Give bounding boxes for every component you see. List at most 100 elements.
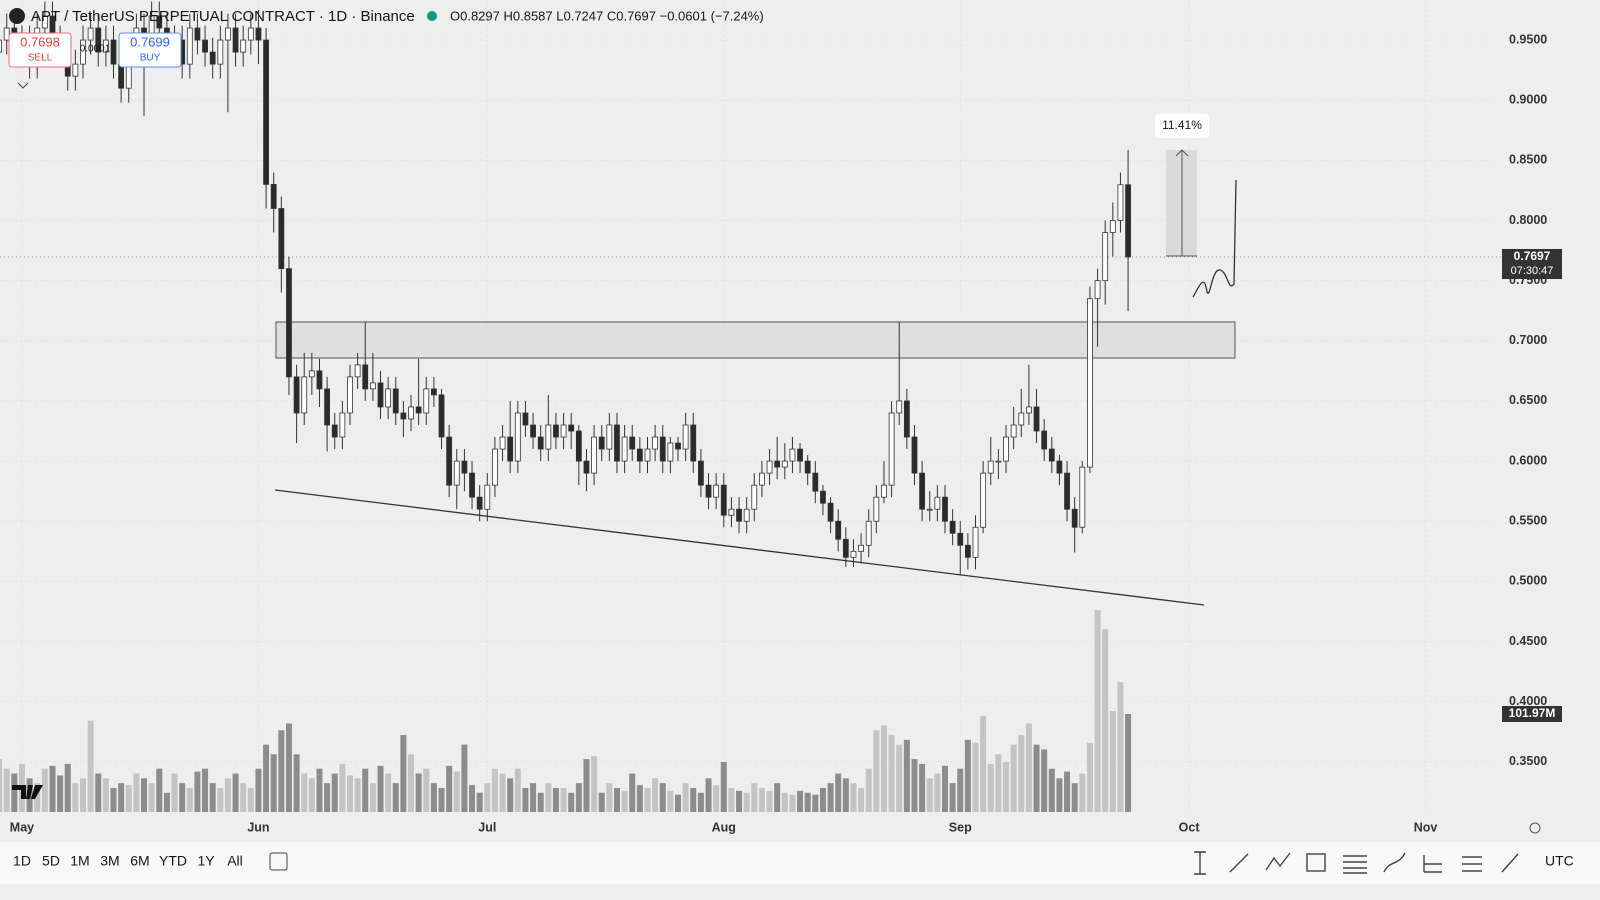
candle-body — [789, 448, 796, 462]
volume-bar — [690, 787, 697, 812]
tool-measure[interactable] — [1194, 851, 1206, 875]
y-tick-label: 0.8500 — [1509, 153, 1547, 167]
y-tick-label: 0.8000 — [1509, 213, 1547, 227]
candle-body — [1026, 406, 1032, 414]
volume-bar — [141, 778, 148, 812]
candle-body — [293, 376, 300, 414]
candle-body — [331, 424, 338, 438]
date-range-icon[interactable] — [269, 852, 288, 871]
volume-bar — [34, 783, 41, 812]
candle-body — [903, 400, 910, 438]
volume-bar — [888, 735, 895, 812]
timeframe-button[interactable]: All — [227, 853, 243, 869]
candles — [0, 1, 1131, 576]
volume-bar — [621, 790, 628, 812]
volume-bar — [217, 787, 224, 812]
candle-body — [995, 460, 1002, 463]
volume-bar — [461, 744, 468, 812]
sell-button[interactable] — [8, 32, 72, 68]
volume-bar — [446, 765, 453, 812]
volume-bar — [1033, 744, 1040, 812]
volume-value: 101.97M — [1509, 706, 1556, 720]
sell-label[interactable]: SELL — [28, 53, 53, 64]
candle-body — [606, 424, 613, 450]
candle-body — [881, 484, 887, 498]
candle-body — [41, 15, 48, 29]
candle-body — [499, 436, 506, 450]
tool-position[interactable] — [1423, 855, 1442, 873]
tool-line[interactable] — [1229, 853, 1249, 873]
candle-body — [156, 15, 163, 29]
candle-body — [247, 27, 254, 41]
candle-body — [644, 448, 651, 462]
timeframe-button[interactable]: 5D — [42, 853, 60, 869]
candle-body — [957, 532, 964, 546]
timezone[interactable]: UTC — [1545, 853, 1574, 869]
candle-body — [72, 63, 79, 77]
timeframe-button[interactable]: YTD — [159, 853, 187, 869]
candle-body — [652, 436, 659, 450]
volume-bar — [774, 783, 781, 812]
candle-body — [446, 436, 453, 486]
volume-bar — [278, 730, 285, 812]
candle-body — [1109, 220, 1116, 233]
candle-body — [720, 484, 727, 516]
tool-path[interactable] — [1265, 852, 1291, 871]
timeframe-button[interactable]: 1Y — [197, 853, 215, 869]
tool-brush[interactable] — [1383, 852, 1406, 873]
candle-body — [301, 376, 308, 414]
candle-body — [797, 448, 803, 462]
volume-bar — [0, 759, 3, 812]
y-tick-label: 0.5500 — [1509, 514, 1547, 528]
tool-rect[interactable] — [1306, 853, 1326, 872]
resistance-zone — [275, 321, 1236, 359]
volume-bar — [57, 775, 64, 812]
tool-forecast[interactable] — [1462, 856, 1482, 872]
candle-body — [362, 364, 369, 390]
candle-body — [1071, 508, 1078, 528]
volume-bar — [324, 783, 331, 812]
ohlc-readout: O0.8297 H0.8587 L0.7247 C0.7697 −0.0601 … — [450, 8, 764, 23]
candle-body — [926, 508, 933, 511]
volume-bar — [392, 783, 399, 812]
volume-bar — [110, 787, 117, 812]
settings-icon[interactable] — [1529, 822, 1541, 834]
volume-bar — [743, 792, 750, 812]
timeframe-button[interactable]: 6M — [130, 853, 149, 869]
volume-bar — [362, 768, 369, 812]
volume-bar — [385, 773, 392, 812]
candle-body — [110, 39, 117, 65]
candle-body — [286, 268, 292, 378]
tool-pen[interactable] — [1501, 853, 1519, 873]
volume-bar — [339, 763, 346, 812]
volume-bar — [880, 725, 887, 812]
candle-body — [865, 520, 872, 546]
candle-body — [1048, 448, 1055, 462]
x-tick-label: Aug — [712, 820, 736, 834]
candle-body — [270, 184, 277, 209]
buy-price[interactable]: 0.7699 — [130, 34, 170, 49]
buy-label[interactable]: BUY — [140, 53, 161, 64]
grid — [0, 0, 1502, 815]
timeframe-button[interactable]: 1D — [13, 853, 31, 869]
volume-bar — [1071, 783, 1078, 812]
timeframe-button[interactable]: 1M — [70, 853, 89, 869]
candle-body — [1041, 430, 1048, 450]
sell-price[interactable]: 0.7698 — [20, 34, 60, 49]
buy-button[interactable] — [118, 32, 182, 68]
collapse-chevron[interactable] — [17, 82, 29, 89]
candle-body — [240, 39, 247, 53]
volume-bar — [1125, 713, 1132, 812]
volume-bar — [240, 783, 247, 812]
volume-bar — [919, 763, 926, 812]
volume-bar — [858, 787, 865, 812]
candle-body — [438, 394, 445, 438]
volume-bar — [568, 792, 575, 812]
tool-fib[interactable] — [1343, 855, 1367, 874]
volume-bar — [423, 768, 430, 812]
timeframe-button[interactable]: 3M — [100, 853, 119, 869]
candle-body — [629, 436, 636, 450]
volume-bar — [934, 773, 941, 812]
candle-body — [87, 27, 94, 41]
y-tick-label: 0.6500 — [1509, 393, 1547, 407]
